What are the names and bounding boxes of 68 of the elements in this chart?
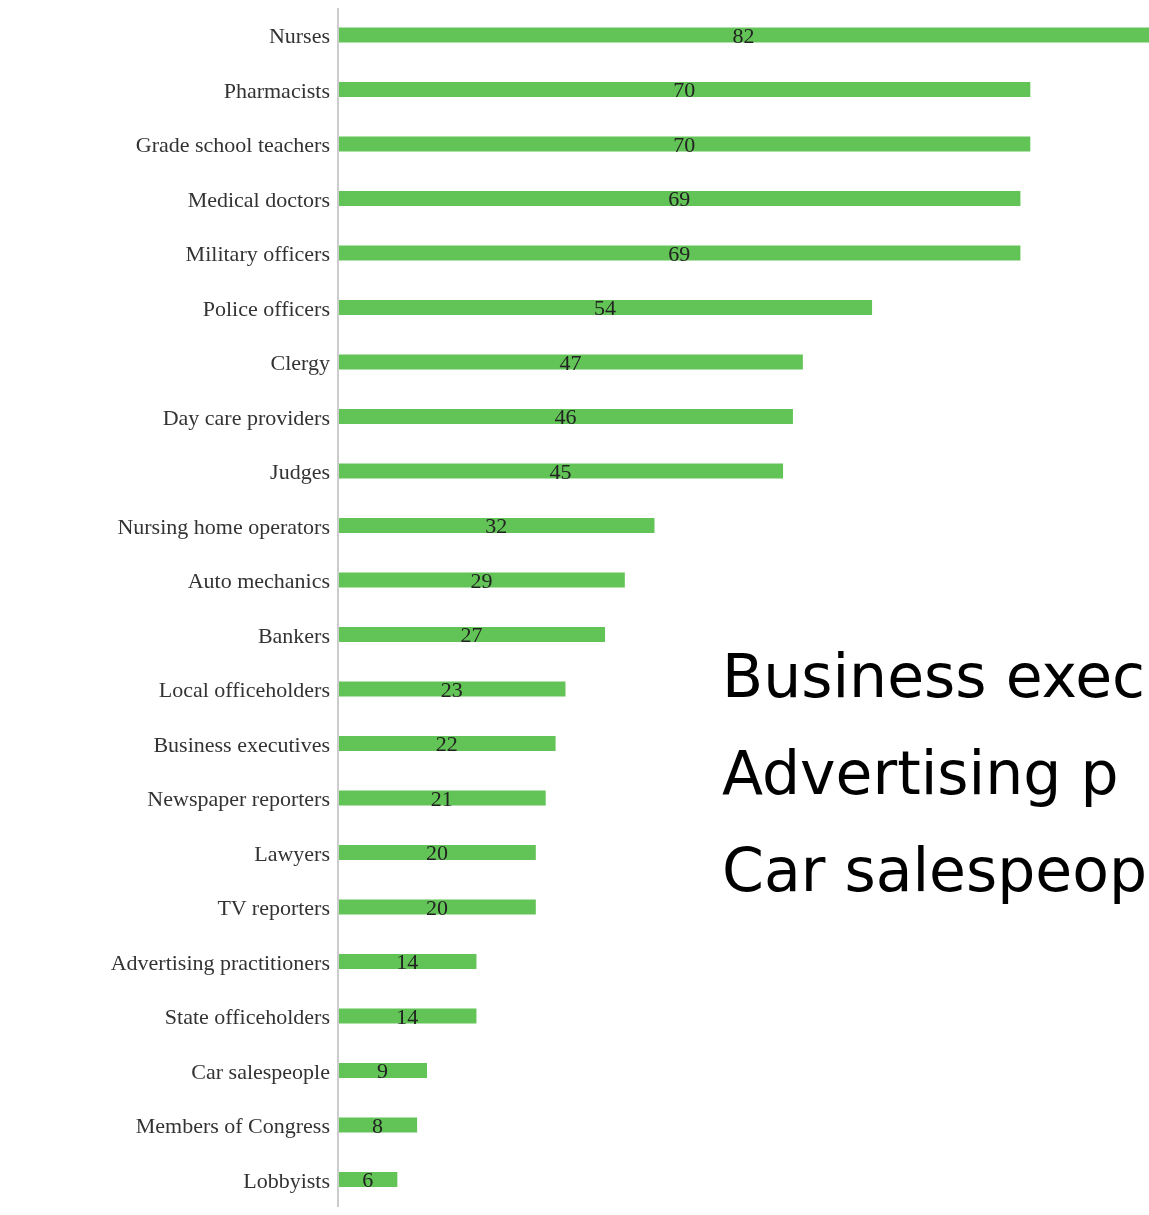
y-tick-label: Newspaper reporters	[147, 786, 330, 812]
bar	[338, 82, 1031, 98]
data-label: 14	[396, 949, 419, 975]
y-tick-label: Pharmacists	[223, 77, 330, 103]
y-tick-label: Lobbyists	[243, 1167, 330, 1193]
data-label: 6	[362, 1167, 374, 1193]
data-label: 32	[485, 513, 508, 539]
y-tick-label: Police officers	[202, 295, 330, 321]
data-label: 20	[425, 840, 448, 866]
bar	[338, 27, 1149, 43]
data-label: 22	[435, 731, 458, 757]
data-label: 54	[594, 295, 617, 321]
data-label: 14	[396, 1003, 419, 1029]
y-tick-label: Lawyers	[254, 840, 330, 866]
data-label: 23	[440, 676, 463, 702]
bar	[338, 191, 1021, 207]
bar	[338, 518, 655, 534]
y-tick-label: Clergy	[270, 350, 330, 376]
bar	[338, 572, 625, 588]
bar	[338, 1008, 477, 1024]
bar	[338, 463, 784, 479]
bar	[338, 136, 1031, 152]
y-tick-label: Members of Congress	[135, 1113, 330, 1139]
data-label: 29	[470, 567, 493, 593]
data-label: 47	[559, 349, 582, 375]
y-tick-label: Day care providers	[162, 404, 330, 430]
data-label: 70	[673, 77, 696, 103]
y-tick-label: Judges	[270, 459, 330, 485]
bar	[338, 409, 793, 425]
data-label: 70	[673, 131, 696, 157]
bar	[338, 354, 803, 370]
bar	[338, 899, 536, 915]
data-label: 8	[372, 1112, 384, 1138]
data-label: 20	[425, 894, 448, 920]
bar	[338, 1117, 418, 1133]
data-label: 45	[549, 458, 572, 484]
y-tick-label: Advertising practitioners	[110, 949, 330, 975]
y-tick-label: Auto mechanics	[187, 568, 330, 594]
bar	[338, 736, 556, 752]
y-tick-label: Car salespeople	[191, 1058, 330, 1084]
data-label: 46	[554, 404, 577, 430]
y-tick-label: Local officeholders	[158, 677, 330, 703]
data-label: 9	[377, 1058, 389, 1084]
annotation: Advertising p	[722, 737, 1120, 810]
bar	[338, 790, 546, 806]
y-tick-label: Nursing home operators	[117, 513, 330, 539]
y-tick-label: State officeholders	[164, 1004, 330, 1030]
y-tick-label: Nurses	[268, 23, 330, 49]
bar	[338, 681, 566, 697]
annotation: Car salespeop	[722, 834, 1148, 907]
bar	[338, 1063, 428, 1079]
data-label: 82	[732, 22, 755, 48]
y-tick-label: Medical doctors	[187, 186, 330, 212]
data-label: 69	[668, 186, 691, 212]
annotation: Business exec	[722, 640, 1147, 713]
y-tick-label: TV reporters	[217, 895, 330, 921]
data-label: 21	[430, 785, 453, 811]
y-tick-label: Business executives	[153, 731, 330, 757]
bar	[338, 245, 1021, 261]
data-label: 69	[668, 240, 691, 266]
bar	[338, 954, 477, 970]
data-label: 27	[460, 622, 483, 648]
y-tick-label: Bankers	[257, 622, 330, 648]
bar	[338, 300, 873, 316]
bar	[338, 627, 606, 643]
y-tick-label: Grade school teachers	[135, 132, 330, 158]
bar	[338, 845, 536, 861]
y-tick-label: Military officers	[185, 241, 330, 267]
